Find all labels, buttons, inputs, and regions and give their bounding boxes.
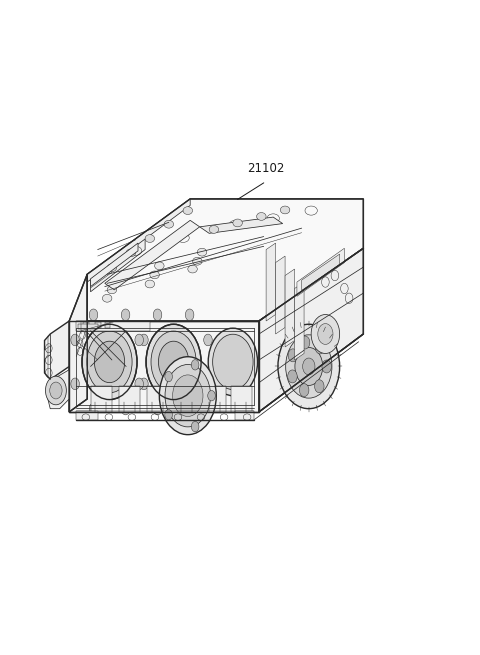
Ellipse shape <box>135 334 144 346</box>
Ellipse shape <box>46 376 66 405</box>
Polygon shape <box>266 243 276 321</box>
Ellipse shape <box>233 219 242 227</box>
Polygon shape <box>91 265 112 288</box>
Ellipse shape <box>112 277 121 285</box>
Ellipse shape <box>121 309 130 321</box>
Polygon shape <box>147 386 169 412</box>
Ellipse shape <box>318 324 333 345</box>
Ellipse shape <box>185 309 194 321</box>
Ellipse shape <box>208 390 216 401</box>
Polygon shape <box>301 254 340 290</box>
Ellipse shape <box>311 314 340 354</box>
Ellipse shape <box>107 264 117 272</box>
Polygon shape <box>105 220 200 290</box>
Ellipse shape <box>288 349 298 362</box>
Ellipse shape <box>315 341 325 354</box>
Polygon shape <box>276 256 285 334</box>
Ellipse shape <box>71 378 79 390</box>
Polygon shape <box>87 199 363 321</box>
Ellipse shape <box>288 370 297 383</box>
Polygon shape <box>105 322 110 328</box>
Ellipse shape <box>192 421 199 432</box>
Ellipse shape <box>151 331 196 393</box>
Polygon shape <box>200 217 283 233</box>
Polygon shape <box>204 386 226 412</box>
Polygon shape <box>48 369 69 409</box>
Ellipse shape <box>145 234 155 242</box>
Ellipse shape <box>159 357 216 435</box>
Polygon shape <box>76 411 97 420</box>
Ellipse shape <box>89 403 98 415</box>
Ellipse shape <box>107 286 117 293</box>
Text: 21102: 21102 <box>247 162 285 175</box>
Polygon shape <box>69 321 259 412</box>
Ellipse shape <box>145 280 155 288</box>
Polygon shape <box>45 346 50 360</box>
Polygon shape <box>285 269 295 347</box>
Ellipse shape <box>204 334 212 346</box>
Ellipse shape <box>209 225 219 233</box>
Ellipse shape <box>185 403 194 415</box>
Ellipse shape <box>302 358 315 375</box>
Ellipse shape <box>102 294 112 302</box>
Ellipse shape <box>192 360 199 370</box>
Polygon shape <box>297 248 344 296</box>
Ellipse shape <box>188 265 197 273</box>
Polygon shape <box>176 386 197 412</box>
Ellipse shape <box>71 334 79 346</box>
Ellipse shape <box>121 403 130 415</box>
Ellipse shape <box>183 207 192 214</box>
Polygon shape <box>91 386 112 412</box>
Polygon shape <box>96 322 101 328</box>
Polygon shape <box>91 243 138 287</box>
Ellipse shape <box>126 249 136 257</box>
Ellipse shape <box>278 324 340 409</box>
Ellipse shape <box>165 371 172 382</box>
Polygon shape <box>87 199 190 282</box>
Ellipse shape <box>95 341 125 383</box>
Polygon shape <box>45 321 69 379</box>
Ellipse shape <box>165 365 211 427</box>
Ellipse shape <box>50 382 62 399</box>
Ellipse shape <box>208 328 258 396</box>
Ellipse shape <box>153 309 162 321</box>
Ellipse shape <box>204 378 212 390</box>
Ellipse shape <box>158 341 189 383</box>
Polygon shape <box>119 386 140 412</box>
Ellipse shape <box>165 409 172 420</box>
Polygon shape <box>76 321 150 331</box>
Polygon shape <box>295 282 304 360</box>
Polygon shape <box>76 321 100 331</box>
Ellipse shape <box>150 271 159 279</box>
Ellipse shape <box>295 347 323 385</box>
Ellipse shape <box>155 262 164 270</box>
Ellipse shape <box>135 378 144 390</box>
Ellipse shape <box>140 334 148 346</box>
Polygon shape <box>78 324 97 329</box>
Polygon shape <box>91 233 145 291</box>
Ellipse shape <box>164 220 174 228</box>
Polygon shape <box>69 274 87 412</box>
Ellipse shape <box>173 375 203 417</box>
Ellipse shape <box>87 331 132 393</box>
Ellipse shape <box>140 378 148 390</box>
Ellipse shape <box>257 213 266 220</box>
Polygon shape <box>235 411 254 420</box>
Ellipse shape <box>153 403 162 415</box>
Polygon shape <box>259 248 363 412</box>
Ellipse shape <box>192 257 202 265</box>
Ellipse shape <box>146 324 201 400</box>
Ellipse shape <box>300 384 309 397</box>
Polygon shape <box>84 322 89 328</box>
Ellipse shape <box>89 309 98 321</box>
Ellipse shape <box>314 380 324 393</box>
Polygon shape <box>230 386 252 412</box>
Ellipse shape <box>280 206 290 214</box>
Ellipse shape <box>300 336 310 349</box>
Ellipse shape <box>286 335 332 398</box>
Ellipse shape <box>197 248 207 256</box>
Ellipse shape <box>213 334 253 390</box>
Ellipse shape <box>82 324 137 400</box>
Ellipse shape <box>322 360 331 373</box>
